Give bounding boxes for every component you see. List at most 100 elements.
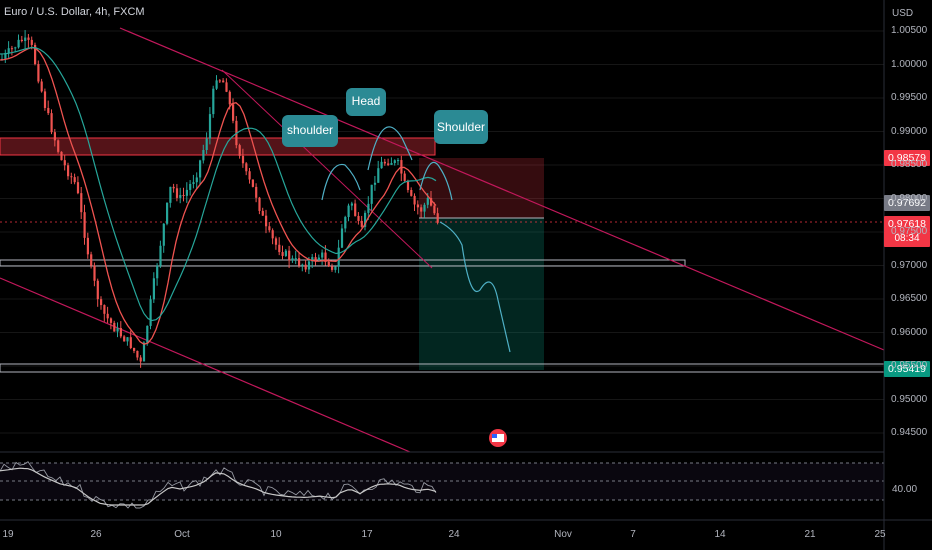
candle-body bbox=[47, 107, 50, 114]
ma-teal-line bbox=[0, 46, 437, 322]
candle-body bbox=[436, 213, 439, 223]
candle-body bbox=[119, 328, 122, 337]
candle-body bbox=[331, 266, 334, 270]
candle-body bbox=[370, 184, 373, 204]
price-axis-label: 0.96000 bbox=[891, 326, 928, 338]
candle-body bbox=[324, 252, 327, 262]
candle-body bbox=[20, 39, 23, 42]
time-axis-label: 25 bbox=[874, 529, 886, 540]
candle-body bbox=[281, 252, 284, 256]
head-annotation[interactable]: Head bbox=[346, 88, 386, 116]
candle-body bbox=[367, 203, 370, 213]
candle-body bbox=[288, 250, 291, 261]
candle-body bbox=[7, 48, 10, 54]
candle-body bbox=[169, 186, 172, 203]
price-axis-label: 0.95000 bbox=[891, 393, 928, 405]
candle-body bbox=[347, 205, 350, 218]
price-axis-label: 1.00000 bbox=[891, 58, 928, 70]
candle-body bbox=[222, 80, 225, 83]
candle-body bbox=[53, 132, 56, 141]
candle-body bbox=[413, 195, 416, 205]
price-axis-label: 0.98500 bbox=[891, 159, 928, 170]
head-arc bbox=[367, 126, 413, 171]
candle-body bbox=[301, 264, 304, 266]
candle-body bbox=[311, 257, 314, 262]
mid-support-zone bbox=[0, 259, 686, 267]
candle-body bbox=[380, 161, 383, 169]
candle-body bbox=[383, 161, 386, 164]
time-axis-label: Oct bbox=[174, 529, 190, 540]
candle-body bbox=[406, 180, 410, 191]
candle-body bbox=[261, 210, 264, 216]
candle-body bbox=[50, 113, 53, 133]
candle-body bbox=[304, 264, 307, 270]
candle-body bbox=[238, 145, 241, 156]
candle-body bbox=[80, 193, 83, 213]
candle-body bbox=[123, 336, 126, 342]
time-axis-label: 7 bbox=[630, 529, 636, 540]
candle-body bbox=[126, 337, 129, 342]
right-shoulder-annotation[interactable]: Shoulder bbox=[434, 110, 488, 144]
candle-body bbox=[291, 258, 294, 261]
time-axis-label: 14 bbox=[714, 529, 726, 540]
candle-body bbox=[142, 342, 146, 362]
price-axis-label: 0.98000 bbox=[891, 192, 928, 204]
candle-body bbox=[245, 163, 248, 172]
candle-body bbox=[400, 160, 403, 174]
candle-body bbox=[340, 228, 344, 248]
candle-body bbox=[298, 258, 301, 266]
rsi-band bbox=[0, 463, 884, 500]
price-axis-label: 0.99500 bbox=[891, 92, 928, 103]
price-axis-label: 0.96500 bbox=[891, 293, 928, 304]
candle-body bbox=[189, 183, 192, 190]
candle-body bbox=[314, 257, 317, 262]
support-price-tag: 0.95419 bbox=[884, 361, 930, 377]
candle-body bbox=[350, 203, 353, 206]
candle-body bbox=[96, 280, 99, 300]
time-axis-label: 26 bbox=[90, 529, 102, 540]
price-grid bbox=[0, 30, 884, 434]
candle-body bbox=[387, 163, 390, 165]
bid-price-tag: 0.97692 bbox=[884, 195, 930, 211]
right-shoulder-arc bbox=[419, 162, 453, 201]
candle-body bbox=[172, 186, 175, 189]
candle-body bbox=[430, 197, 433, 206]
candle-body bbox=[278, 244, 281, 253]
currency-label: USD bbox=[892, 8, 914, 19]
candle-body bbox=[215, 80, 218, 89]
candle-body bbox=[195, 177, 198, 183]
candle-body bbox=[420, 207, 423, 212]
candle-body bbox=[4, 53, 7, 59]
symbol-title[interactable]: Euro / U.S. Dollar, 4h, FXCM bbox=[4, 6, 145, 18]
candle-body bbox=[162, 223, 165, 246]
candle-body bbox=[199, 160, 202, 178]
candle-body bbox=[373, 182, 377, 185]
trendlines[interactable] bbox=[0, 27, 885, 453]
candle-body bbox=[152, 278, 155, 300]
price-axis-label: 1.00500 bbox=[891, 25, 928, 36]
projection-path bbox=[439, 221, 511, 353]
candle-body bbox=[218, 80, 221, 82]
candle-body bbox=[271, 230, 274, 239]
candle-body bbox=[30, 39, 33, 45]
candle-body bbox=[354, 203, 357, 216]
time-axis-label: 10 bbox=[270, 529, 282, 540]
candle-body bbox=[175, 188, 179, 198]
flag-badge-icon[interactable] bbox=[489, 429, 507, 447]
candle-body bbox=[90, 254, 93, 266]
candle-body bbox=[63, 160, 66, 166]
left-shoulder-annotation[interactable]: shoulder bbox=[282, 115, 338, 147]
trendline-upper bbox=[119, 27, 885, 351]
time-axis-label: 24 bbox=[448, 529, 460, 540]
candle-body bbox=[202, 149, 205, 161]
candle-body bbox=[364, 212, 367, 227]
time-axis-label: Nov bbox=[554, 529, 572, 540]
candle-body bbox=[307, 261, 311, 270]
candle-body bbox=[337, 247, 340, 267]
candle-body bbox=[212, 88, 215, 115]
candle-body bbox=[426, 197, 429, 205]
countdown-timer: 08:34 bbox=[884, 231, 930, 247]
candle-body bbox=[146, 325, 149, 343]
